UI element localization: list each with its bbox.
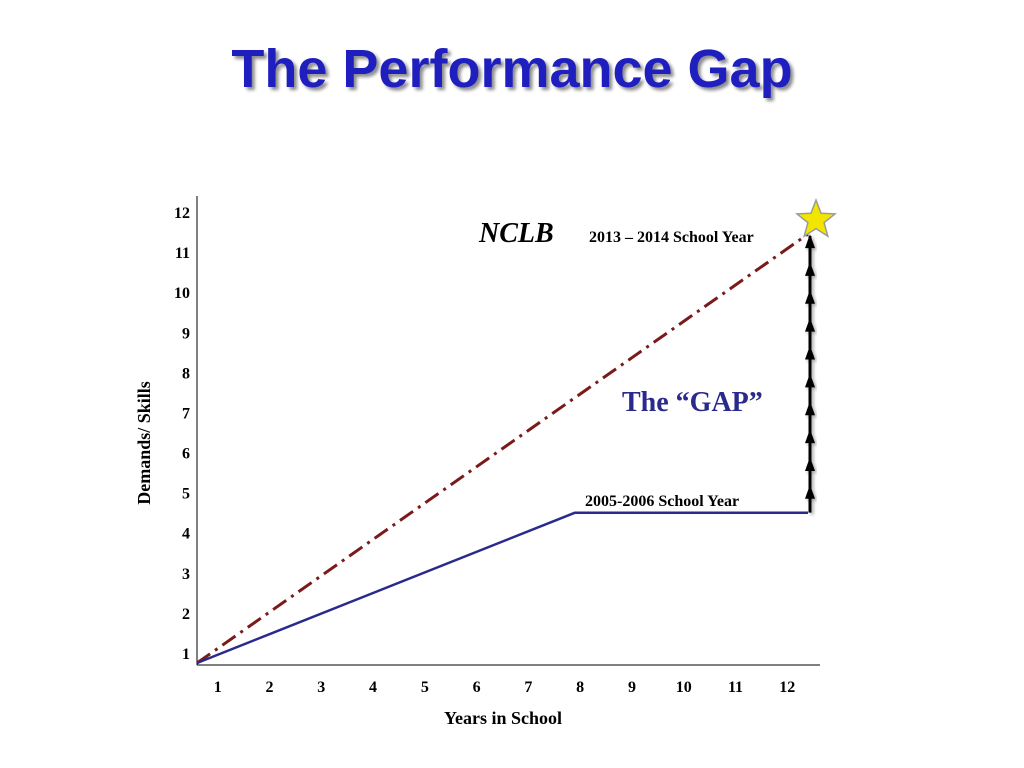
x-tick-label: 8 <box>576 679 584 696</box>
x-tick-label: 3 <box>317 679 325 696</box>
y-tick-label: 8 <box>182 365 190 382</box>
y-axis-title: Demands/ Skills <box>134 381 154 505</box>
y-tick-label: 3 <box>182 566 190 583</box>
gap-arrow-head <box>805 456 815 471</box>
y-tick-label: 1 <box>182 646 190 663</box>
y-tick-label: 10 <box>174 285 190 302</box>
x-tick-label: 6 <box>473 679 481 696</box>
y-tick-label: 2 <box>182 606 190 623</box>
gap-arrow-head <box>805 261 815 276</box>
gap-arrow-head <box>805 317 815 332</box>
gap-arrow-head <box>805 484 815 499</box>
x-tick-label: 10 <box>676 679 692 696</box>
x-tick-label: 1 <box>214 679 222 696</box>
x-tick-label: 11 <box>728 679 743 696</box>
x-tick-label: 9 <box>628 679 636 696</box>
gap-arrow-head <box>805 429 815 444</box>
student-skills-line <box>196 511 808 665</box>
gap-label: The “GAP” <box>622 387 763 418</box>
gap-arrow-head <box>805 234 815 249</box>
y-tick-label: 6 <box>182 446 190 463</box>
x-tick-label: 2 <box>265 679 273 696</box>
x-tick-label: 12 <box>779 679 795 696</box>
nclb-label: NCLB <box>478 218 554 249</box>
star-icon <box>794 197 838 238</box>
gap-arrow-head <box>805 345 815 360</box>
gap-arrows <box>805 234 815 513</box>
x-tick-label: 7 <box>524 679 532 696</box>
x-tick-labels: 1 2 3 4 5 6 7 8 9 10 11 12 <box>214 679 796 696</box>
series-layer <box>196 232 809 665</box>
nclb-expectation-line <box>196 232 809 665</box>
gap-arrow-head <box>805 401 815 416</box>
nclb-year-label: 2013 – 2014 School Year <box>589 229 754 246</box>
axes <box>196 196 820 666</box>
y-tick-label: 11 <box>175 245 190 262</box>
x-tick-label: 4 <box>369 679 377 696</box>
y-tick-label: 9 <box>182 325 190 342</box>
gap-arrow-head <box>805 289 815 304</box>
y-tick-label: 7 <box>182 405 190 422</box>
y-tick-label: 4 <box>182 526 190 543</box>
y-tick-label: 12 <box>174 205 190 222</box>
x-tick-label: 5 <box>421 679 429 696</box>
gap-arrow-head <box>805 373 815 388</box>
current-year-label: 2005-2006 School Year <box>585 493 739 510</box>
x-axis-title: Years in School <box>444 708 562 728</box>
y-tick-label: 5 <box>182 486 190 503</box>
slide-title: The Performance Gap <box>231 39 793 99</box>
